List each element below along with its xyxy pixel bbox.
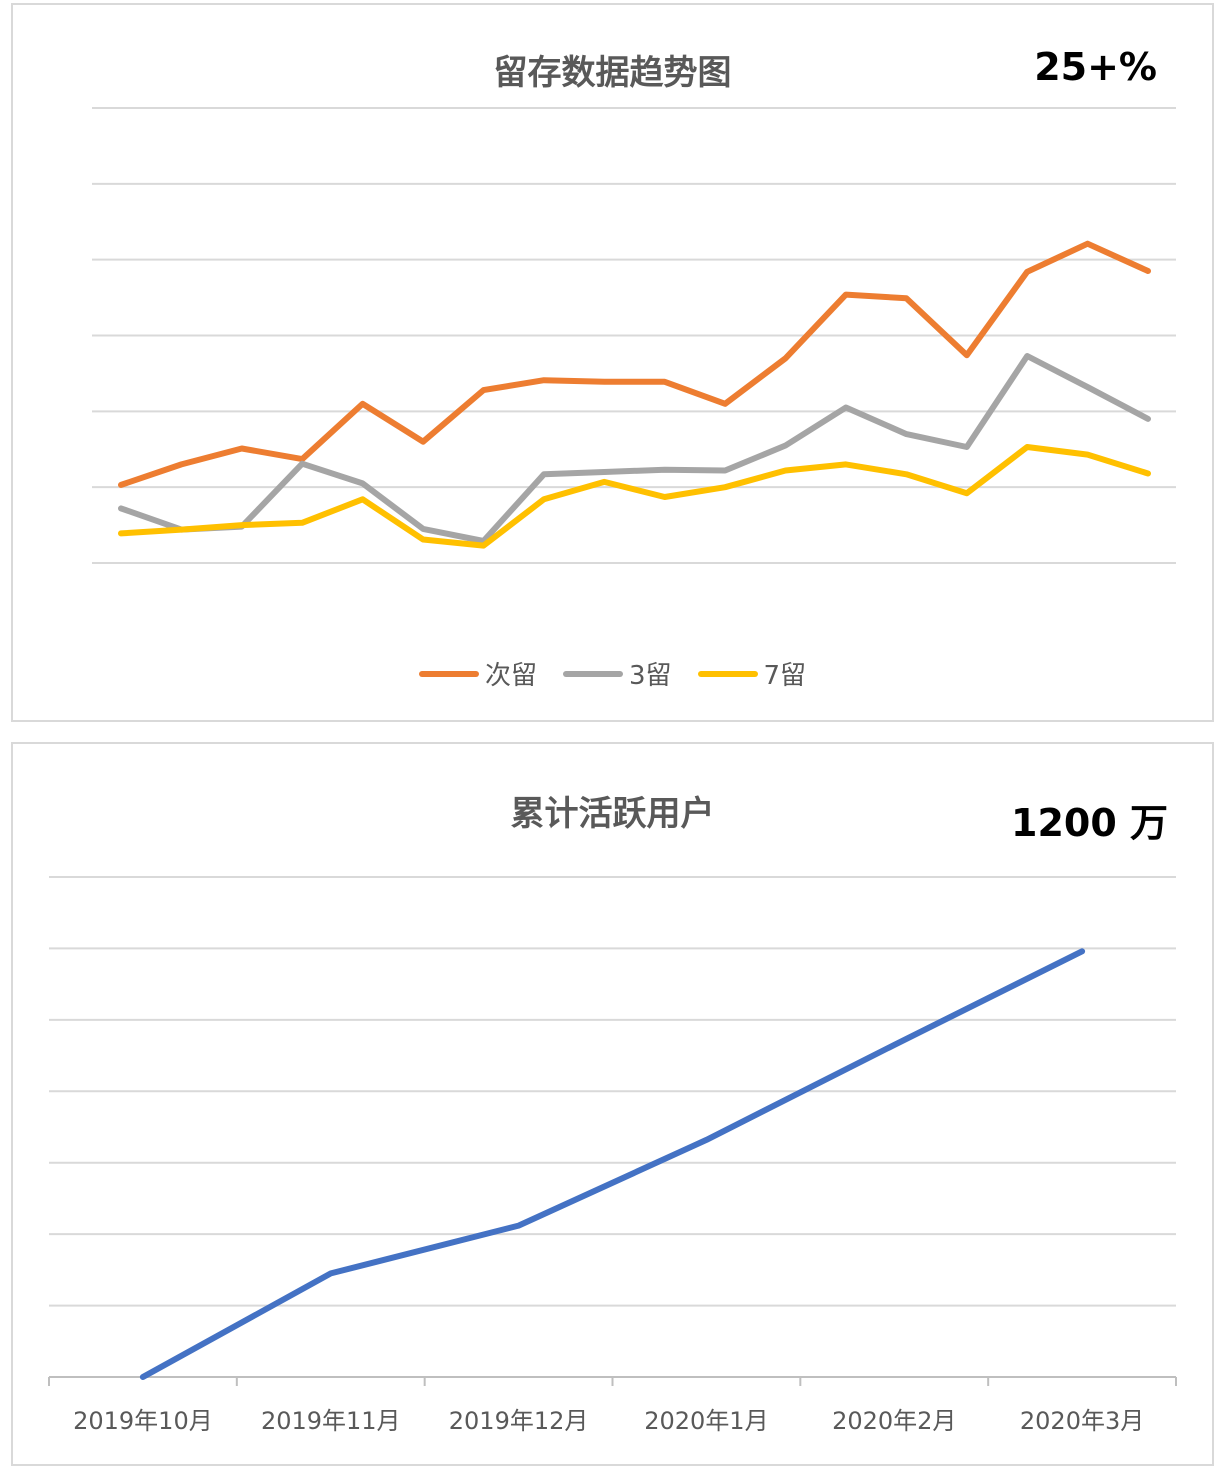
legend-label: 3留 xyxy=(628,661,672,691)
active-users-chart-panel: 累计活跃用户 1200 万 2019年10月 2019年11月 2019年12月 20… xyxy=(11,742,1214,1466)
x-tick-label: 2020年2月 xyxy=(832,1407,956,1435)
legend-swatch xyxy=(418,670,479,677)
legend-label: 次留 xyxy=(484,661,537,691)
active-users-plot-area: 2019年10月 2019年11月 2019年12月 2020年1月 2020年2月 20… xyxy=(48,876,1177,1435)
legend-swatch xyxy=(697,670,758,677)
x-tick-label: 2020年1月 xyxy=(644,1407,768,1435)
chart-title: 累计活跃用户 xyxy=(510,794,715,834)
series-line xyxy=(118,444,1151,549)
legend: 次留 3留 7留 xyxy=(13,655,1212,692)
series-line xyxy=(118,240,1151,488)
retention-plot-area xyxy=(92,107,1176,564)
legend-item: 7留 xyxy=(697,655,807,692)
kpi-value: 25+% xyxy=(1034,45,1157,89)
x-tick-label: 2019年11月 xyxy=(261,1407,401,1435)
legend-item: 次留 xyxy=(418,655,537,692)
chart-title: 留存数据趋势图 xyxy=(493,53,732,93)
legend-item: 3留 xyxy=(562,655,672,692)
retention-chart-panel: 留存数据趋势图 25+% 次留 3留 7留 xyxy=(11,3,1214,722)
legend-label: 7留 xyxy=(763,661,807,691)
x-tick-label: 2020年3月 xyxy=(1020,1407,1144,1435)
x-tick-label: 2019年12月 xyxy=(449,1407,589,1435)
series-line xyxy=(118,353,1151,544)
legend-swatch xyxy=(562,670,623,677)
kpi-value: 1200 万 xyxy=(1011,801,1168,845)
x-tick-label: 2019年10月 xyxy=(73,1407,213,1435)
series-line xyxy=(139,948,1086,1380)
